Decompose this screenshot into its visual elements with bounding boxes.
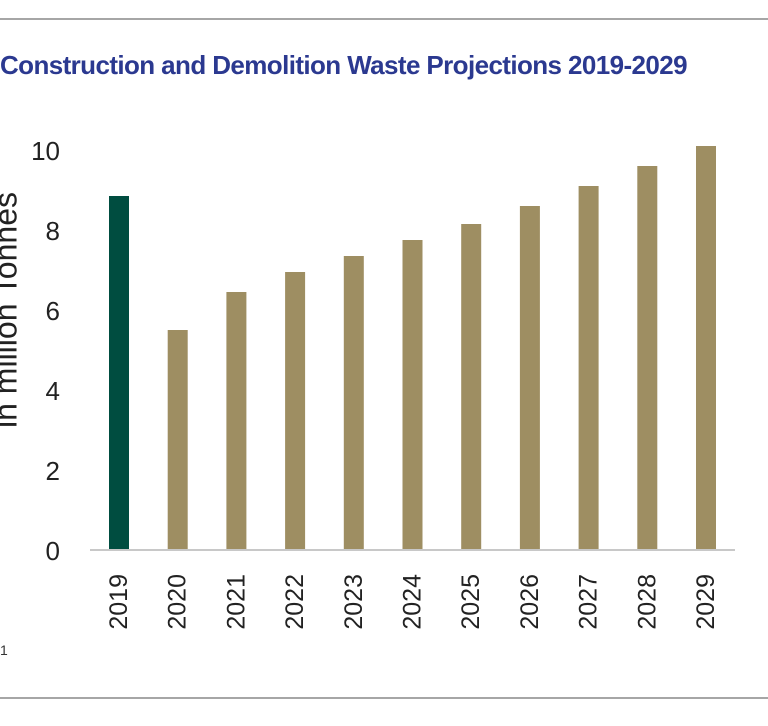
- bar-2022: [285, 272, 306, 550]
- bar-2019: [109, 196, 129, 550]
- x-tick-label: 2026: [516, 574, 544, 630]
- x-tick-label: 2021: [222, 574, 250, 630]
- bar-2021: [226, 292, 247, 550]
- x-tick-label: 2023: [340, 574, 368, 630]
- x-tick-label: 2022: [281, 574, 309, 630]
- x-tick-label: 2028: [633, 574, 661, 630]
- y-tick-label: 6: [46, 296, 60, 326]
- bar-2029: [696, 146, 716, 550]
- bar-2026: [519, 206, 540, 550]
- bar-2023: [343, 256, 364, 550]
- chart-title: Construction and Demolition Waste Projec…: [0, 50, 688, 80]
- page-mark: 1: [0, 642, 8, 658]
- y-tick-label: 8: [46, 216, 60, 246]
- y-tick-label: 2: [46, 456, 60, 486]
- top-rule: [0, 18, 768, 20]
- x-tick-label: 2019: [105, 574, 133, 630]
- x-tick-label: 2020: [164, 574, 192, 630]
- x-tick-label: 2029: [692, 574, 720, 630]
- y-tick-label: 4: [46, 376, 60, 406]
- x-tick-label: 2024: [399, 574, 427, 630]
- bottom-rule: [0, 697, 768, 699]
- x-tick-label: 2025: [457, 574, 485, 630]
- bar-2025: [461, 224, 482, 550]
- bar-2027: [578, 186, 599, 550]
- bar-2028: [637, 166, 658, 550]
- bar-2020: [167, 330, 188, 550]
- y-tick-label: 0: [46, 536, 60, 566]
- x-tick-label: 2027: [575, 574, 603, 630]
- y-tick-label: 10: [31, 136, 60, 166]
- bar-2024: [402, 240, 423, 550]
